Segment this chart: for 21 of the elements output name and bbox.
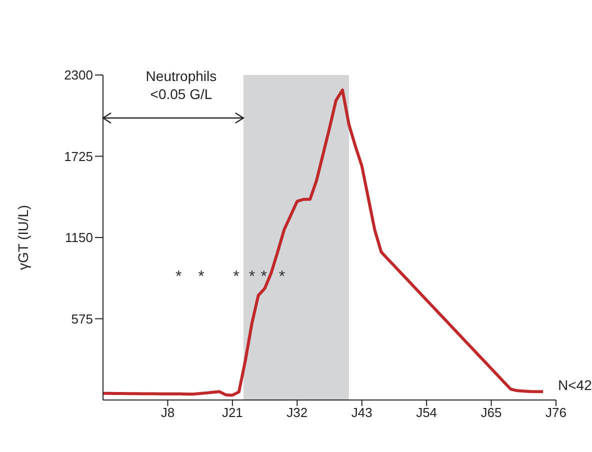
annotation: * bbox=[198, 268, 204, 286]
annotation: * bbox=[176, 268, 182, 286]
y-tick-label: 1150 bbox=[65, 230, 93, 246]
annotation: * bbox=[248, 268, 256, 286]
y-tick-label: 575 bbox=[71, 311, 93, 326]
annotation: * bbox=[260, 268, 267, 286]
text: N<42 bbox=[558, 377, 592, 393]
annotation: * bbox=[278, 268, 286, 286]
x-tick-label: J76 bbox=[546, 405, 566, 420]
x-tick-label: J32 bbox=[286, 405, 308, 420]
y-tick-label: 2300 bbox=[64, 68, 93, 83]
y-axis-title: γGT (IU/L) bbox=[14, 204, 31, 270]
x-tick-label: J54 bbox=[416, 405, 438, 420]
annotation: Neutrophils <0.05 G/L bbox=[146, 68, 217, 102]
x-tick-label: J65 bbox=[480, 405, 502, 420]
y-tick-label: 1725 bbox=[64, 148, 93, 164]
x-tick-label: J8 bbox=[160, 405, 175, 420]
x-tick-label: J43 bbox=[351, 405, 372, 420]
line-series bbox=[103, 88, 545, 397]
x-tick-label: J21 bbox=[222, 405, 243, 420]
annotation: * bbox=[233, 268, 240, 286]
